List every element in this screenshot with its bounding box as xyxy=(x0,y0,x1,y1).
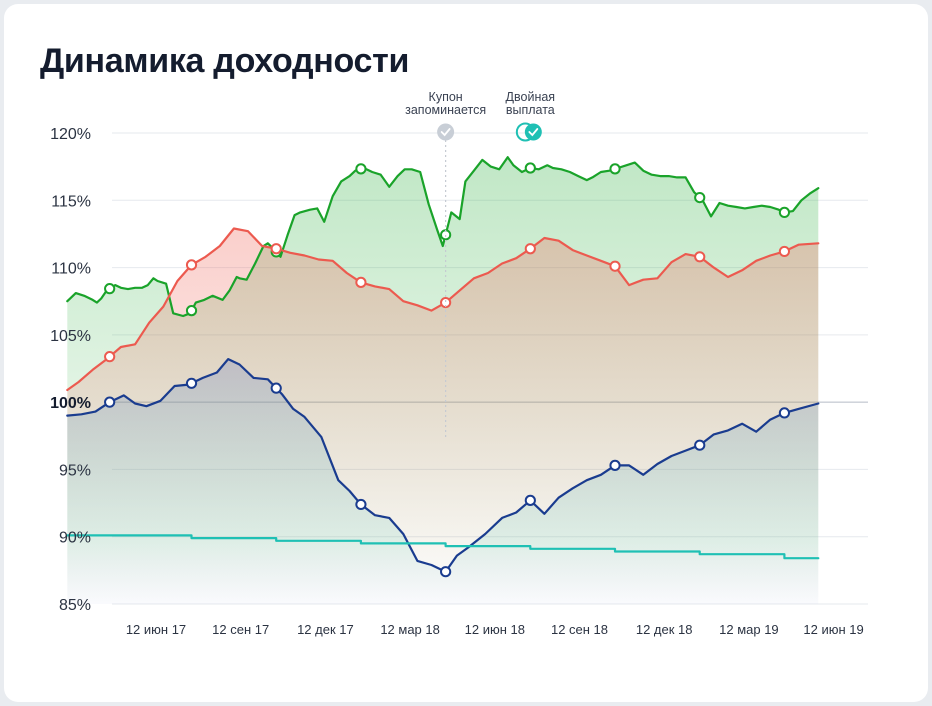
x-tick-label: 12 дек 18 xyxy=(636,622,693,637)
annotation-label-line2: выплата xyxy=(506,103,555,117)
observation-marker xyxy=(440,566,452,578)
observation-marker xyxy=(694,439,706,451)
observation-marker xyxy=(609,163,621,175)
series-blue-fill xyxy=(67,359,819,604)
annotation-label-line1: Купон xyxy=(429,90,463,104)
observation-marker xyxy=(694,191,706,204)
observation-marker xyxy=(270,382,282,394)
observation-marker xyxy=(778,407,791,419)
x-tick-label: 12 мар 18 xyxy=(380,622,440,637)
y-tick-label: 110% xyxy=(51,261,91,278)
observation-marker xyxy=(185,305,198,317)
y-tick-label: 100% xyxy=(50,395,91,412)
observation-marker xyxy=(778,245,791,258)
observation-marker xyxy=(609,459,621,471)
observation-marker xyxy=(104,396,116,408)
x-axis: 12 июн 17 12 сен 17 12 дек 17 12 мар 18 12 и… xyxy=(126,622,864,637)
observation-marker xyxy=(185,259,198,271)
observation-markers xyxy=(104,162,791,578)
observation-marker xyxy=(524,162,536,174)
observation-marker xyxy=(104,351,116,363)
x-tick-label: 12 июн 19 xyxy=(803,622,863,637)
x-tick-label: 12 дек 17 xyxy=(297,622,354,637)
annotation-label-line2: запоминается xyxy=(405,103,486,117)
x-tick-label: 12 мар 19 xyxy=(719,622,779,637)
y-tick-label: 90% xyxy=(59,530,91,547)
double-check-icon xyxy=(524,123,542,141)
observation-marker xyxy=(355,276,367,288)
y-tick-label: 85% xyxy=(59,597,91,614)
check-mark xyxy=(440,128,451,137)
series-teal-line xyxy=(66,534,820,560)
observation-marker xyxy=(185,377,198,389)
area-fills xyxy=(67,157,819,604)
x-tick-label: 12 июн 18 xyxy=(465,622,525,637)
observation-marker xyxy=(440,296,452,309)
observation-marker xyxy=(355,163,367,175)
check-mark xyxy=(528,128,539,137)
x-tick-label: 12 сен 17 xyxy=(212,622,269,637)
y-axis: 85% 90% 95% 100% 105% 110% 115% 120% xyxy=(50,126,91,614)
x-tick-label: 12 июн 17 xyxy=(126,622,186,637)
observation-marker xyxy=(609,260,621,272)
observation-marker xyxy=(524,243,536,255)
observation-marker xyxy=(270,243,282,255)
y-tick-label: 95% xyxy=(59,462,91,479)
x-tick-label: 12 сен 18 xyxy=(551,622,608,637)
observation-marker xyxy=(355,498,367,511)
y-tick-label: 105% xyxy=(50,328,91,345)
annotation-label-line1: Двойная xyxy=(506,90,556,104)
observation-marker xyxy=(524,494,536,506)
y-tick-label: 120% xyxy=(50,126,91,143)
y-tick-label: 115% xyxy=(51,193,91,210)
observation-marker xyxy=(694,251,706,263)
observation-marker xyxy=(104,283,116,295)
observation-marker xyxy=(778,206,791,218)
page-title: Динамика доходности xyxy=(40,42,410,80)
series-green-line xyxy=(66,156,820,318)
check-circle-icon xyxy=(437,123,455,141)
